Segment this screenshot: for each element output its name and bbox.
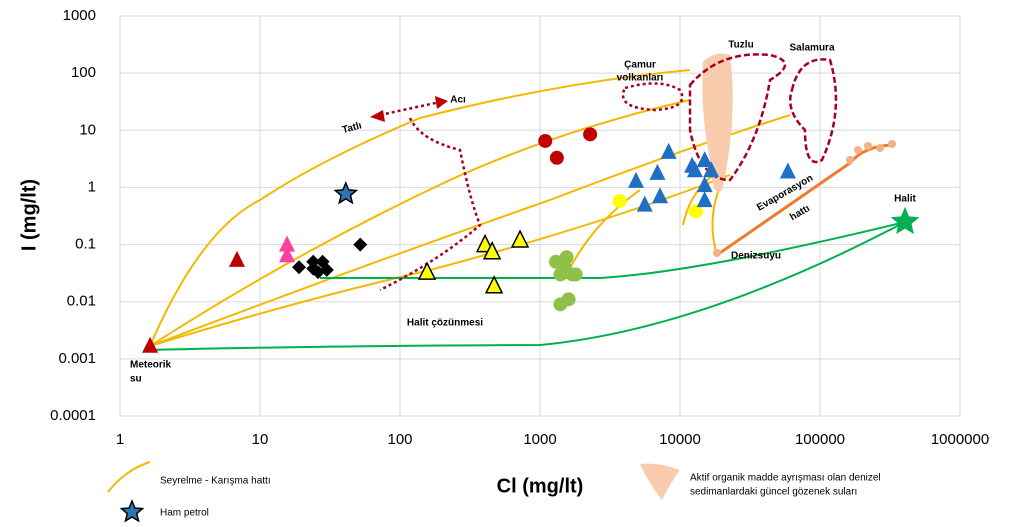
- diamond-marker: [353, 237, 368, 252]
- triangle-marker: [652, 187, 669, 204]
- triangle-marker: [696, 176, 713, 193]
- dot: [854, 146, 862, 154]
- triangle-marker: [660, 142, 677, 159]
- triangle-marker: [649, 163, 666, 180]
- mixing-line: [149, 99, 691, 347]
- triangle-marker: [279, 235, 296, 252]
- brine-loop: [788, 58, 838, 164]
- legend-label: Seyrelme - Karışma hattı: [160, 476, 271, 487]
- x-tick-label: 1000: [523, 431, 556, 448]
- dot: [713, 249, 721, 257]
- legend-label: Aktif organik madde ayrışması olan deniz…: [690, 473, 881, 484]
- y-tick-label: 100: [71, 64, 96, 81]
- triangle-marker: [279, 246, 296, 263]
- triangle-marker: [687, 161, 704, 178]
- grid: [119, 15, 961, 417]
- y-tick-label: 0.1: [75, 236, 96, 253]
- triangle-marker: [636, 195, 653, 212]
- annotation: Tatlı: [341, 120, 363, 136]
- triangle-marker: [779, 162, 796, 179]
- annotations: Tatlı Acı Çamur volkanları Tuzlu Salamur…: [130, 40, 917, 385]
- diamond-marker: [319, 262, 334, 277]
- mixing-line: [149, 69, 691, 347]
- triangle-marker: [228, 250, 245, 267]
- dot: [888, 140, 896, 148]
- circle-marker: [549, 150, 564, 165]
- triangle-marker: [142, 336, 159, 353]
- y-tick-label: 0.0001: [50, 407, 96, 424]
- circle-marker: [538, 133, 553, 148]
- x-tick-label: 10: [252, 431, 269, 448]
- annotation: Halit: [894, 194, 916, 205]
- triangle-marker: [417, 261, 437, 280]
- circle-marker: [583, 127, 598, 142]
- y-tick-label: 0.01: [67, 293, 96, 310]
- annotation: Salamura: [789, 43, 834, 54]
- mixing-line: [564, 189, 641, 279]
- saline-loop: [688, 53, 787, 182]
- halite-line: [149, 221, 906, 351]
- annotation: su: [130, 374, 142, 385]
- annotation: Denizsuyu: [731, 251, 781, 262]
- halite-line: [320, 221, 906, 279]
- dot: [876, 144, 884, 152]
- star-marker: [333, 180, 359, 205]
- y-tick-label: 10: [79, 121, 96, 138]
- star-marker: [890, 206, 920, 234]
- y-tick-label: 1000: [63, 7, 96, 24]
- legend-shape-icon: [640, 463, 680, 500]
- boundary: [379, 117, 482, 292]
- annotation: Halit çözünmesi: [407, 318, 483, 329]
- annotation: Acı: [450, 95, 466, 106]
- annotation: Meteorik: [130, 360, 172, 371]
- x-tick-label: 1000000: [931, 431, 989, 448]
- triangle-marker: [703, 161, 720, 178]
- circle-marker: [553, 267, 568, 282]
- circle-marker: [553, 297, 568, 312]
- triangle-marker: [510, 229, 530, 248]
- triangle-marker: [484, 275, 504, 294]
- evaporation-line: [716, 143, 896, 257]
- dot: [846, 156, 854, 164]
- arrow-head: [370, 110, 385, 122]
- legend-icon: [119, 499, 145, 523]
- y-tick-label: 0.001: [58, 350, 96, 367]
- arrow-line: [379, 100, 441, 117]
- triangle-marker: [696, 191, 713, 208]
- triangle-marker: [696, 151, 713, 168]
- pore-water-shape: [702, 53, 733, 192]
- diamond-marker: [292, 260, 307, 275]
- circle-marker: [688, 204, 703, 219]
- x-tick-label: 10000: [659, 431, 701, 448]
- triangle-marker: [628, 171, 645, 188]
- dot: [864, 142, 872, 150]
- arrow-head: [435, 96, 448, 109]
- x-tick-label: 100: [387, 431, 412, 448]
- legend-line-icon: [107, 461, 151, 493]
- legend-label: Ham petrol: [160, 508, 209, 519]
- x-tick-label: 1: [116, 431, 124, 448]
- triangle-marker: [482, 241, 502, 260]
- evaporation-dots: [713, 140, 896, 257]
- annotation: Çamur: [624, 60, 656, 71]
- legend-label: sedimanlardaki güncel gözenek suları: [690, 487, 857, 498]
- marks: [142, 127, 920, 353]
- y-tick-label: 1: [88, 178, 96, 195]
- annotation: volkanları: [617, 73, 664, 84]
- y-axis-label: I (mg/lt): [18, 179, 40, 251]
- plot-frame: [119, 15, 961, 417]
- mud-volcano-loop: [621, 82, 684, 112]
- x-axis-label: Cl (mg/lt): [497, 475, 584, 497]
- circle-marker: [612, 193, 627, 208]
- annotation: Tuzlu: [728, 40, 753, 51]
- annotation: hattı: [788, 203, 812, 223]
- diamond-marker: [306, 261, 321, 276]
- x-tick-label: 100000: [795, 431, 845, 448]
- halite-lines: [149, 221, 906, 351]
- circle-marker: [568, 267, 583, 282]
